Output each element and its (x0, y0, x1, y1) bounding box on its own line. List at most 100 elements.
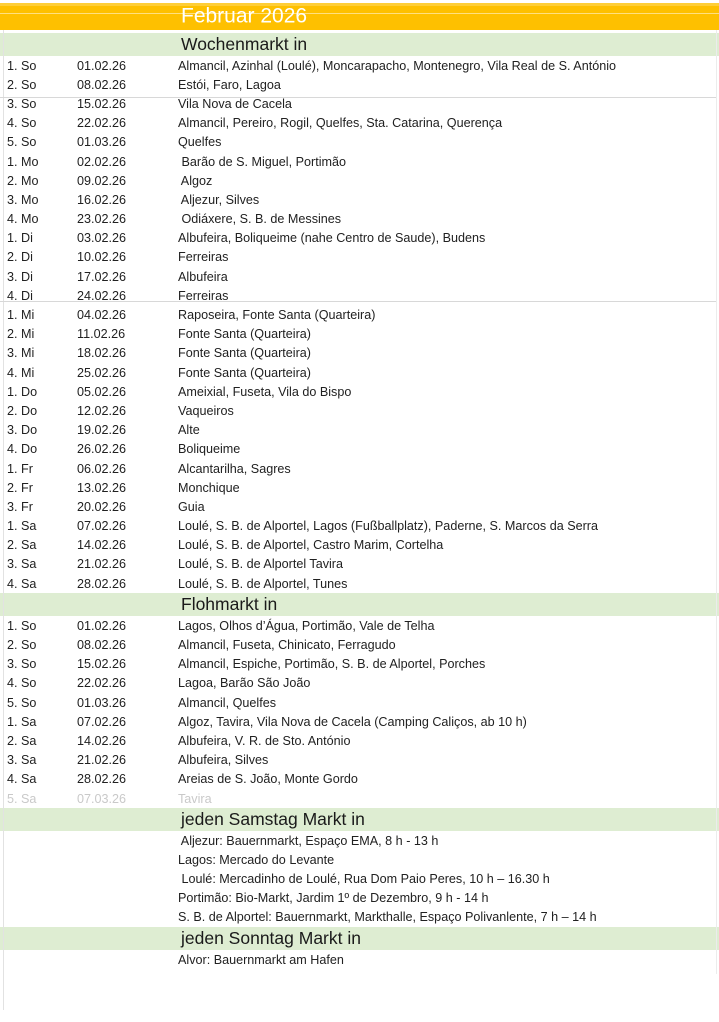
cell-day: 1. Do (7, 384, 38, 399)
table-row: 2. Di 10.02.26 Ferreiras (0, 248, 719, 267)
cell-places: Albufeira (178, 269, 228, 284)
cell-places: Guia (178, 499, 205, 514)
cell-day: 4. So (7, 116, 37, 131)
table-row: Portimão: Bio-Markt, Jardim 1º de Dezemb… (0, 889, 719, 908)
gridline-overlay (0, 13, 719, 14)
cell-date: 07.03.26 (77, 791, 127, 806)
cell-places: Aljezur: Bauernmarkt, Espaço EMA, 8 h - … (178, 833, 439, 848)
cell-day: 3. Mo (7, 192, 39, 207)
cell-day: 2. Fr (7, 480, 33, 495)
cell-date: 21.02.26 (77, 557, 127, 572)
cell-day: 1. So (7, 618, 37, 633)
cell-day: 1. Mo (7, 154, 39, 169)
market-table: Wochenmarkt in 1. So 01.02.26 Almancil, Azi… (0, 33, 719, 969)
table-row: 3. Sa 21.02.26 Albufeira, Silves (0, 751, 719, 770)
cell-places: Fonte Santa (Quarteira) (178, 346, 311, 361)
section-header-samstag: jeden Samstag Markt in (0, 808, 719, 832)
table-row: Alvor: Bauernmarkt am Hafen (0, 950, 719, 969)
cell-date: 23.02.26 (77, 212, 127, 227)
cell-day: 2. Do (7, 403, 38, 418)
cell-places: Portimão: Bio-Markt, Jardim 1º de Dezemb… (178, 891, 489, 906)
cell-day: 3. So (7, 96, 37, 111)
cell-day: 3. Do (7, 423, 38, 438)
page-title: Februar 2026 (181, 3, 308, 27)
cell-date: 22.02.26 (77, 116, 127, 131)
table-row: 1. So 01.02.26 Almancil, Azinhal (Loulé), … (0, 56, 719, 75)
table-row: 4. Sa 28.02.26 Areias de S. João, Monte Go… (0, 770, 719, 789)
table-row: 1. Mo 02.02.26 Barão de S. Miguel, Portim… (0, 152, 719, 171)
cell-places: Vaqueiros (178, 403, 234, 418)
cell-date: 28.02.26 (77, 772, 127, 787)
cell-date: 11.02.26 (77, 327, 126, 342)
table-row: 2. Sa 14.02.26 Albufeira, V. R. de Sto. An… (0, 731, 719, 750)
cell-places: Albufeira, Silves (178, 753, 269, 768)
cell-day: 3. Di (7, 269, 33, 284)
cell-places: Odiáxere, S. B. de Messines (178, 212, 342, 227)
cell-places: Albufeira, V. R. de Sto. António (178, 733, 351, 748)
table-row: 5. So 01.03.26 Quelfes (0, 133, 719, 152)
section-header-flohmarkt: Flohmarkt in (0, 593, 719, 617)
cell-places: Almancil, Espiche, Portimão, S. B. de Al… (178, 657, 486, 672)
table-row: 2. So 08.02.26 Almancil, Fuseta, Chinicato… (0, 635, 719, 654)
cell-day: 1. Sa (7, 519, 37, 534)
cell-day: 2. So (7, 77, 37, 92)
cell-day: 2. Di (7, 250, 33, 265)
row-gridline (0, 97, 716, 98)
table-row: 1. Di 03.02.26 Albufeira, Boliqueime (nahe… (0, 229, 719, 248)
section-header-wochenmarkt: Wochenmarkt in (0, 33, 719, 56)
cell-date: 17.02.26 (77, 269, 127, 284)
cell-places: Loulé, S. B. de Alportel Tavira (178, 557, 343, 572)
cell-day: 4. Di (7, 288, 33, 303)
month-title-bar: Februar 2026 (0, 3, 719, 30)
row-gridline (0, 301, 716, 302)
table-row: 1. Do 05.02.26 Ameixial, Fuseta, Vila do B… (0, 382, 719, 401)
cell-places: Loulé, S. B. de Alportel, Lagos (Fußball… (178, 519, 599, 534)
table-row: 2. So 08.02.26 Estói, Faro, Lagoa (0, 75, 719, 94)
cell-day: 4. Sa (7, 576, 37, 591)
cell-day: 3. Sa (7, 753, 37, 768)
cell-places: Vila Nova de Cacela (178, 96, 292, 111)
cell-places: Estói, Faro, Lagoa (178, 77, 281, 92)
cell-places: Albufeira, Boliqueime (nahe Centro de Sa… (178, 231, 486, 246)
cell-date: 01.03.26 (77, 135, 127, 150)
cell-day: 3. Sa (7, 557, 37, 572)
cell-date: 24.02.26 (77, 288, 127, 303)
cell-date: 01.03.26 (77, 695, 127, 710)
cell-day: 5. So (7, 135, 37, 150)
cell-day: 4. Mo (7, 212, 39, 227)
table-row: 3. So 15.02.26 Almancil, Espiche, Portimão… (0, 655, 719, 674)
cell-places: Lagos, Olhos d’Água, Portimão, Vale de T… (178, 618, 435, 633)
cell-places: Fonte Santa (Quarteira) (178, 327, 311, 342)
cell-date: 15.02.26 (77, 96, 127, 111)
cell-date: 01.02.26 (77, 618, 127, 633)
cell-places: S. B. de Alportel: Bauernmarkt, Markthal… (178, 910, 597, 925)
cell-day: 3. Mi (7, 346, 35, 361)
table-row: S. B. de Alportel: Bauernmarkt, Markthal… (0, 908, 719, 927)
cell-day: 2. Mi (7, 327, 35, 342)
section-title: jeden Samstag Markt in (181, 808, 365, 829)
cell-date: 15.02.26 (77, 657, 127, 672)
cell-places: Almancil, Quelfes (178, 695, 276, 710)
cell-day: 1. Sa (7, 714, 37, 729)
cell-day: 4. Mi (7, 365, 35, 380)
cell-places: Lagos: Mercado do Levante (178, 852, 335, 867)
cell-date: 14.02.26 (77, 538, 127, 553)
table-row: Aljezur: Bauernmarkt, Espaço EMA, 8 h - … (0, 831, 719, 850)
cell-day: 1. Mi (7, 308, 35, 323)
table-row: 5. Sa 07.03.26 Tavira (0, 789, 719, 808)
cell-day: 2. Sa (7, 733, 37, 748)
table-row: 3. Mi 18.02.26 Fonte Santa (Quarteira) (0, 344, 719, 363)
cell-date: 13.02.26 (77, 480, 127, 495)
table-row: 2. Sa 14.02.26 Loulé, S. B. de Alportel, C… (0, 536, 719, 555)
cell-day: 4. Sa (7, 772, 37, 787)
cell-places: Alcantarilha, Sagres (178, 461, 291, 476)
cell-places: Loulé, S. B. de Alportel, Tunes (178, 576, 348, 591)
cell-date: 14.02.26 (77, 733, 127, 748)
cell-date: 03.02.26 (77, 231, 127, 246)
cell-places: Tavira (178, 791, 212, 806)
cell-day: 4. Do (7, 442, 38, 457)
section-title: jeden Sonntag Markt in (181, 927, 361, 948)
table-row: 1. Sa 07.02.26 Algoz, Tavira, Vila Nova de… (0, 712, 719, 731)
cell-day: 2. Mo (7, 173, 39, 188)
cell-day: 2. So (7, 638, 37, 653)
